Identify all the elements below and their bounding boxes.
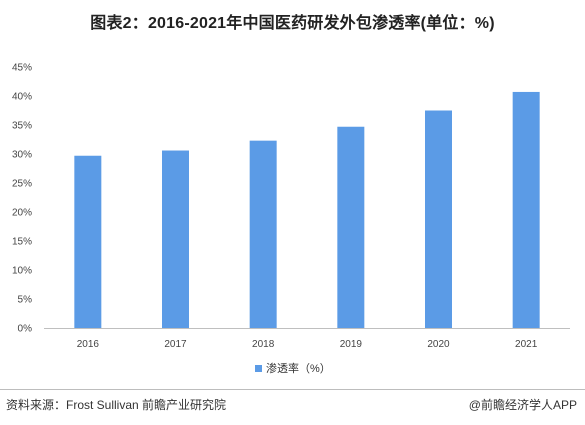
- y-tick-label: 0%: [18, 324, 33, 335]
- footer-divider: [0, 389, 585, 390]
- y-tick-label: 25%: [12, 179, 32, 190]
- x-tick-label: 2016: [77, 339, 100, 350]
- x-tick-label: 2017: [164, 339, 187, 350]
- y-tick-label: 20%: [12, 208, 32, 219]
- x-tick-label: 2021: [515, 339, 538, 350]
- chart-title: 图表2：2016-2021年中国医药研发外包渗透率(单位：%): [90, 15, 495, 32]
- legend-label: 渗透率（%）: [266, 361, 331, 375]
- y-tick-label: 10%: [12, 266, 32, 277]
- source-note: 资料来源：Frost Sullivan 前瞻产业研究院: [6, 398, 227, 412]
- x-tick-label: 2020: [427, 339, 450, 350]
- credit-note: @前瞻经济学人APP: [468, 398, 577, 412]
- bar: [249, 140, 277, 328]
- y-tick-label: 30%: [12, 150, 32, 161]
- x-tick-label: 2019: [340, 339, 363, 350]
- y-tick-label: 35%: [12, 121, 32, 132]
- y-tick-label: 40%: [12, 92, 32, 103]
- y-axis-tick-labels: 0% 5% 10% 15% 20% 25% 30% 35% 40% 45%: [12, 63, 32, 335]
- y-tick-label: 5%: [18, 295, 33, 306]
- x-axis-tick-labels: 2016 2017 2018 2019 2020 2021: [77, 339, 538, 350]
- bar: [425, 110, 452, 328]
- bar-series: [74, 91, 540, 329]
- bar: [337, 126, 365, 329]
- x-tick-label: 2018: [252, 339, 275, 350]
- legend: 渗透率（%）: [255, 361, 331, 375]
- bar: [162, 150, 189, 328]
- bar: [74, 155, 102, 328]
- y-tick-label: 45%: [12, 63, 32, 74]
- bar: [512, 91, 540, 328]
- legend-swatch: [255, 365, 262, 372]
- y-tick-label: 15%: [12, 237, 32, 248]
